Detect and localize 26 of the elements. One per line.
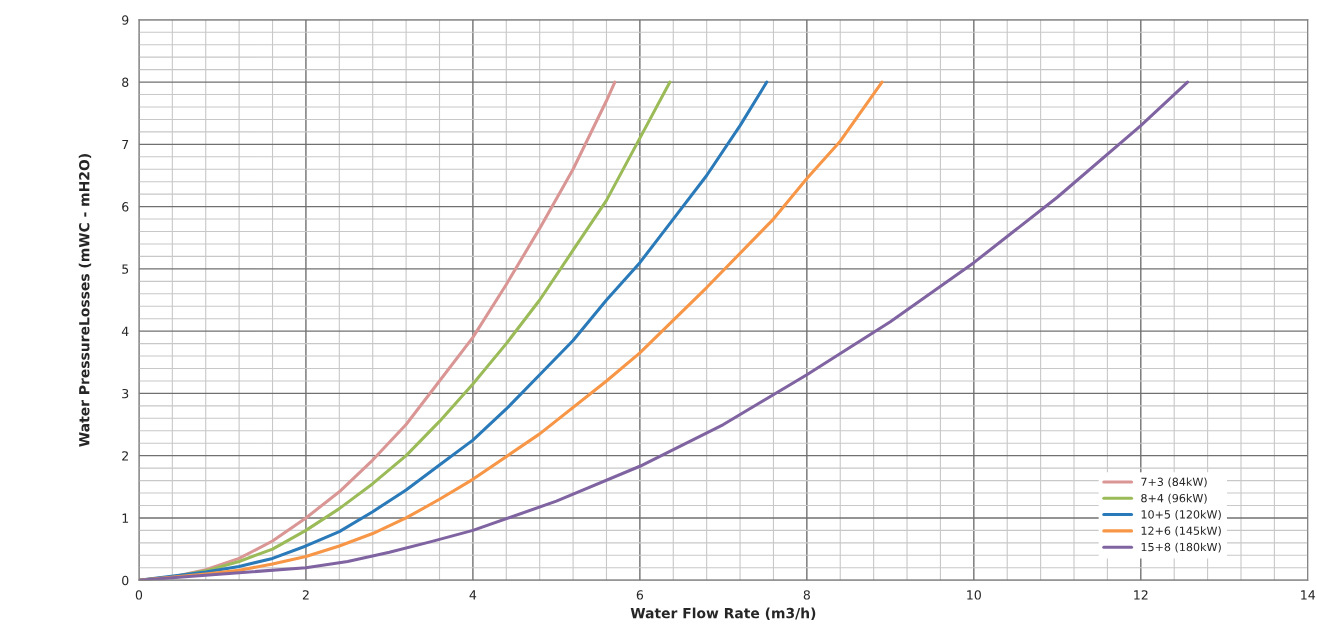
x-tick-label: 4	[469, 590, 477, 600]
y-tick-label: 4	[121, 326, 129, 336]
x-tick-label: 6	[636, 590, 644, 600]
y-tick-label: 2	[122, 451, 128, 461]
x-axis-title: Water Flow Rate (m3/h)	[630, 607, 816, 620]
y-tick-label: 8	[122, 77, 129, 87]
legend-label: 8+4 (96kW)	[1141, 493, 1207, 504]
legend-label: 10+5 (120kW)	[1141, 510, 1221, 520]
legend-label: 7+3 (84kW)	[1141, 477, 1207, 488]
x-tick-label: 8	[803, 590, 810, 600]
y-tick-label: 3	[122, 388, 129, 399]
y-tick-label: 5	[122, 264, 129, 274]
y-tick-label: 1	[122, 513, 129, 523]
y-tick-label: 7	[122, 139, 129, 150]
legend-label: 12+6 (145kW)	[1141, 526, 1221, 537]
x-tick-label: 0	[135, 590, 143, 600]
x-tick-label: 10	[967, 590, 981, 600]
y-tick-label: 6	[122, 202, 129, 212]
x-tick-label: 12	[1134, 590, 1148, 600]
y-tick-label: 9	[122, 15, 129, 25]
y-tick-label: 0	[122, 575, 129, 586]
x-tick-label: 14	[1301, 590, 1316, 600]
y-axis-title: Water PressureLosses (mWC - mH2O)	[78, 154, 92, 447]
line-series	[138, 80, 769, 581]
legend-label: 15+8 (180kW)	[1141, 542, 1221, 553]
x-tick-label: 2	[302, 590, 309, 600]
